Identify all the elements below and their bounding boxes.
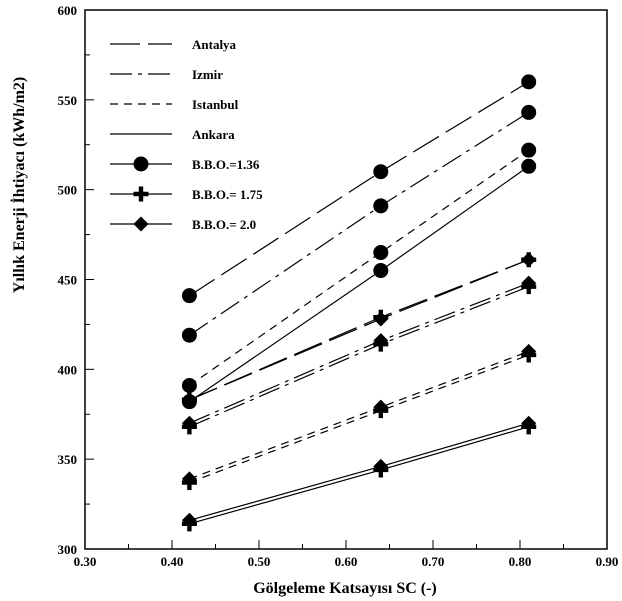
data-point	[181, 378, 197, 394]
series-lines	[189, 81, 530, 525]
series-line	[189, 350, 529, 480]
series-line	[189, 354, 529, 484]
y-tick-label: 550	[58, 93, 78, 108]
axis-ticks: 0.30 0.40 0.50 0.60 0.70 0.80 0.90 300 350 400 450…	[58, 3, 619, 569]
x-tick-label: 0.30	[74, 554, 97, 569]
y-tick-label: 400	[58, 362, 78, 377]
data-point	[373, 458, 389, 474]
x-tick-label: 0.70	[422, 554, 445, 569]
series-line	[189, 149, 530, 386]
data-point	[373, 245, 389, 261]
legend-label: B.B.O.=1.36	[192, 157, 260, 172]
legend: Antalya Izmir Istanbul Ankara B.B.O.=1.36 B.B…	[110, 37, 263, 232]
data-point	[521, 74, 537, 90]
data-point	[373, 263, 389, 279]
y-tick-label: 600	[58, 3, 78, 18]
legend-label: Antalya	[192, 37, 237, 52]
data-point	[181, 392, 197, 408]
y-tick-label: 300	[58, 542, 78, 557]
series-markers	[181, 74, 537, 532]
legend-marker	[133, 186, 149, 202]
series-line	[189, 422, 529, 521]
legend-label: Ankara	[192, 127, 235, 142]
y-tick-label: 450	[58, 273, 78, 288]
x-tick-label: 0.50	[248, 554, 271, 569]
data-point	[373, 164, 389, 180]
data-point	[373, 311, 389, 327]
legend-label: B.B.O.= 2.0	[192, 217, 256, 232]
data-point	[181, 415, 197, 431]
y-axis-title: Yıllık Enerji İhtiyacı (kWh/m2)	[9, 77, 28, 293]
data-point	[521, 252, 537, 268]
legend-marker	[133, 216, 149, 232]
data-point	[181, 512, 197, 528]
data-point	[373, 399, 389, 415]
data-point	[373, 333, 389, 349]
legend-marker	[133, 156, 149, 172]
data-point	[521, 142, 537, 158]
data-point	[521, 275, 537, 291]
y-tick-label: 350	[58, 452, 78, 467]
data-point	[181, 327, 197, 343]
legend-label: Izmir	[192, 67, 223, 82]
data-point	[521, 104, 537, 120]
series-line	[189, 282, 529, 424]
x-tick-label: 0.60	[335, 554, 358, 569]
data-point	[181, 288, 197, 304]
series-line	[189, 259, 529, 401]
series-line	[189, 426, 529, 525]
data-point	[521, 158, 537, 174]
data-point	[521, 415, 537, 431]
data-point	[373, 198, 389, 214]
y-tick-label: 500	[58, 183, 78, 198]
series-line	[189, 286, 529, 428]
x-tick-label: 0.40	[161, 554, 184, 569]
x-tick-label: 0.90	[596, 554, 619, 569]
data-point	[181, 471, 197, 487]
x-axis-title: Gölgeleme Katsayısı SC (-)	[253, 580, 437, 597]
x-tick-label: 0.80	[509, 554, 532, 569]
legend-label: B.B.O.= 1.75	[192, 187, 263, 202]
legend-label: Istanbul	[192, 97, 239, 112]
data-point	[521, 343, 537, 359]
